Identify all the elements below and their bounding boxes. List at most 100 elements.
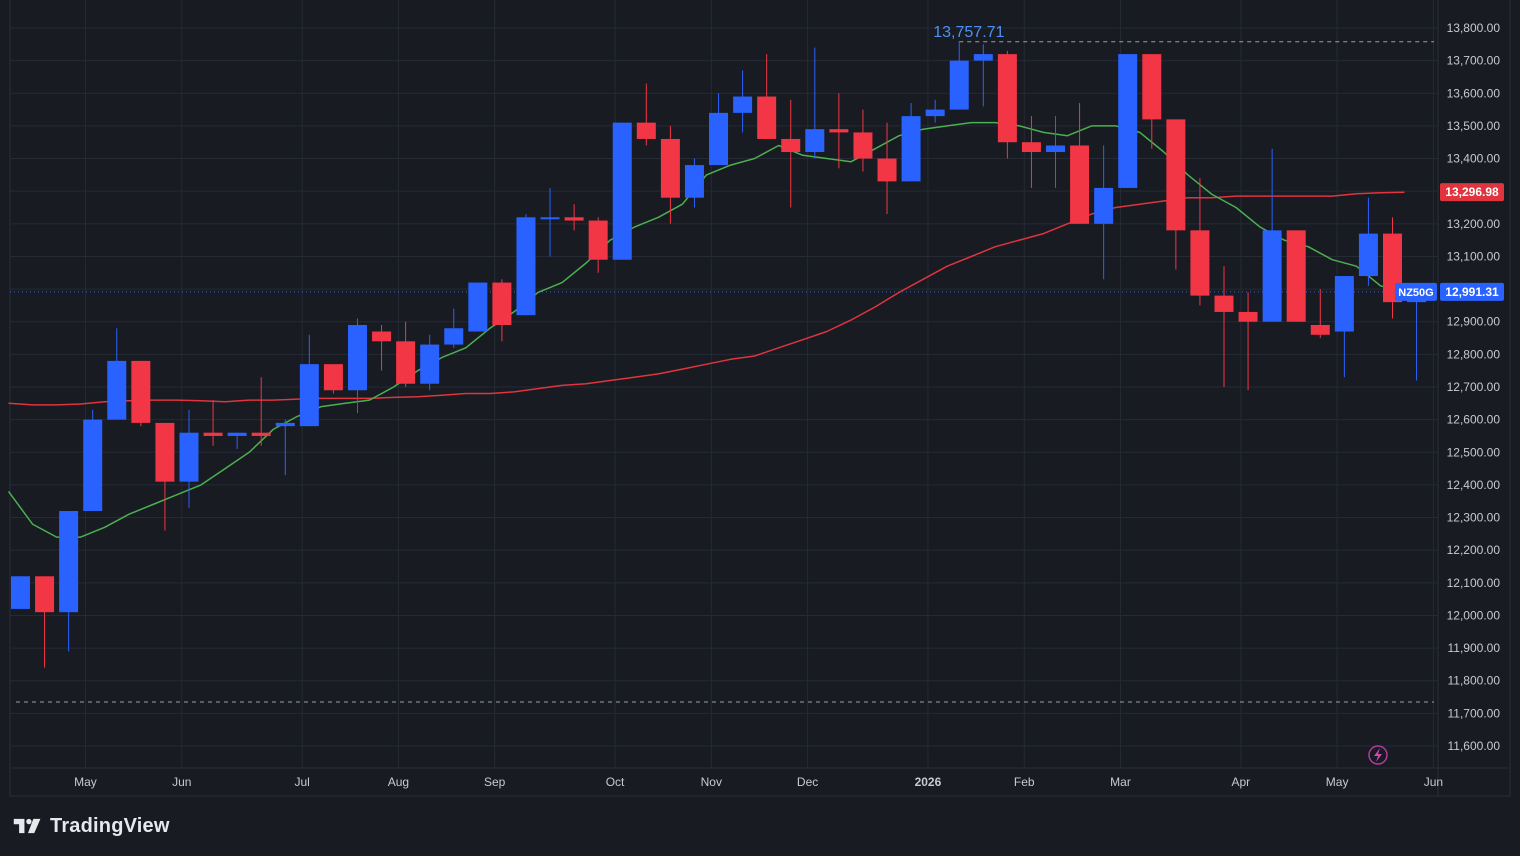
candle-body[interactable] <box>179 432 199 482</box>
candle-body[interactable] <box>35 576 55 613</box>
symbol-tag <box>1395 282 1437 301</box>
y-tick-label: 12,900.00 <box>1447 315 1501 329</box>
candle-body[interactable] <box>1310 324 1330 335</box>
candle-body[interactable] <box>757 96 777 139</box>
candle-body[interactable] <box>684 165 704 198</box>
candle-body[interactable] <box>59 511 79 613</box>
y-tick-label: 12,400.00 <box>1447 478 1501 492</box>
y-tick-label: 11,900.00 <box>1448 641 1501 655</box>
y-tick-label: 11,600.00 <box>1448 739 1501 753</box>
x-tick-label: Sep <box>484 775 506 789</box>
candle-body[interactable] <box>323 364 343 391</box>
candle-body[interactable] <box>564 217 584 221</box>
candle-body[interactable] <box>1214 295 1234 312</box>
candle-body[interactable] <box>636 122 656 139</box>
price-tags: 13,757.71 13,296.98 NZ50G 12,991.31 <box>933 24 1504 301</box>
time-axis[interactable]: May Jun Jul Aug Sep Oct Nov Dec 2026 Feb Mar Apr May… <box>74 775 1443 789</box>
candle-body[interactable] <box>1094 187 1114 224</box>
candle-body[interactable] <box>107 360 127 420</box>
candle-body[interactable] <box>1021 142 1041 153</box>
candle-body[interactable] <box>901 116 921 182</box>
y-tick-label: 12,500.00 <box>1447 445 1501 459</box>
candle-body[interactable] <box>925 109 945 117</box>
x-tick-label: Oct <box>606 775 625 789</box>
tradingview-logo-icon <box>13 818 41 834</box>
candle-body[interactable] <box>588 220 608 260</box>
y-tick-label: 12,800.00 <box>1447 347 1501 361</box>
candle-body[interactable] <box>444 328 464 345</box>
candle-body[interactable] <box>299 364 319 427</box>
x-tick-label: Dec <box>797 775 818 789</box>
candle-body[interactable] <box>1142 54 1162 120</box>
candle-body[interactable] <box>1238 311 1258 322</box>
candles[interactable] <box>11 41 1427 668</box>
candle-body[interactable] <box>1070 145 1090 224</box>
candle-body[interactable] <box>468 282 488 332</box>
tradingview-brand[interactable]: TradingView <box>12 812 170 840</box>
candle-body[interactable] <box>396 341 416 384</box>
candle-body[interactable] <box>733 96 753 113</box>
candle-body[interactable] <box>612 122 632 260</box>
ma-long-price-tag <box>1440 183 1504 202</box>
candle-body[interactable] <box>829 129 849 133</box>
grid-lines <box>9 0 1511 797</box>
candle-body[interactable] <box>203 432 223 436</box>
candle-body[interactable] <box>1118 54 1138 188</box>
y-tick-label: 13,400.00 <box>1447 152 1501 166</box>
candle-body[interactable] <box>251 432 271 436</box>
y-tick-label: 12,600.00 <box>1447 413 1501 427</box>
candle-body[interactable] <box>155 422 175 482</box>
candle-body[interactable] <box>949 60 969 110</box>
candle-body[interactable] <box>516 217 536 316</box>
y-tick-label: 13,500.00 <box>1447 119 1501 133</box>
x-tick-label: Jun <box>1424 775 1443 789</box>
candle-body[interactable] <box>420 344 440 384</box>
candle-body[interactable] <box>1334 276 1354 332</box>
y-tick-label: 13,700.00 <box>1447 54 1501 68</box>
candle-body[interactable] <box>1190 230 1210 296</box>
price-axis[interactable]: 13,800.00 13,700.00 13,600.00 13,500.00 13,4… <box>1447 21 1501 753</box>
candle-body[interactable] <box>83 419 103 512</box>
y-tick-label: 13,100.00 <box>1447 249 1501 263</box>
x-tick-label: Jun <box>172 775 191 789</box>
candle-body[interactable] <box>540 217 560 220</box>
y-tick-label: 12,700.00 <box>1447 380 1501 394</box>
candle-body[interactable] <box>131 360 151 423</box>
x-tick-label: Aug <box>388 775 409 789</box>
flash-button[interactable] <box>1368 745 1388 765</box>
candle-body[interactable] <box>1262 230 1282 322</box>
candle-body[interactable] <box>805 129 825 153</box>
y-tick-label: 12,200.00 <box>1447 543 1501 557</box>
brand-name: TradingView <box>50 814 170 837</box>
y-tick-label: 11,800.00 <box>1448 674 1501 688</box>
candle-body[interactable] <box>853 132 873 159</box>
x-tick-label: Mar <box>1110 775 1131 789</box>
candle-body[interactable] <box>492 282 512 325</box>
x-tick-label: Jul <box>294 775 309 789</box>
candle-body[interactable] <box>1166 119 1186 231</box>
candle-body[interactable] <box>1046 145 1066 153</box>
symbol-text: NZ50G <box>1398 287 1433 299</box>
candle-body[interactable] <box>660 138 680 198</box>
candle-body[interactable] <box>11 576 30 609</box>
y-tick-label: 12,000.00 <box>1447 608 1501 622</box>
candle-body[interactable] <box>227 432 247 436</box>
candle-body[interactable] <box>877 158 897 182</box>
candle-body[interactable] <box>997 54 1017 143</box>
candle-body[interactable] <box>347 324 367 391</box>
y-tick-label: 12,300.00 <box>1447 511 1501 525</box>
y-tick-label: 13,600.00 <box>1447 86 1501 100</box>
candle-body[interactable] <box>781 138 801 153</box>
y-tick-label: 11,700.00 <box>1448 706 1501 720</box>
candle-body[interactable] <box>372 331 392 342</box>
candle-body[interactable] <box>275 422 295 427</box>
price-level-lines <box>10 41 1438 703</box>
x-tick-label: Apr <box>1232 775 1251 789</box>
x-tick-label: Nov <box>701 775 722 789</box>
candle-body[interactable] <box>1286 230 1306 322</box>
candle-body[interactable] <box>973 54 993 61</box>
candle-body[interactable] <box>1358 233 1378 277</box>
lightning-bolt-icon <box>1374 748 1382 762</box>
candle-body[interactable] <box>709 112 729 166</box>
